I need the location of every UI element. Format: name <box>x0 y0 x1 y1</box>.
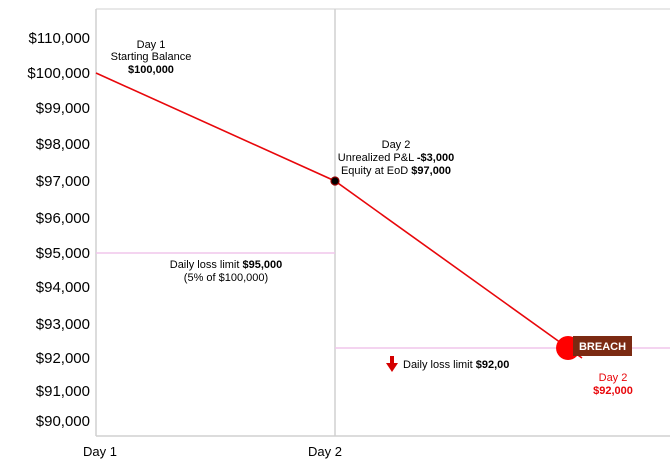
day1-annotation-subtitle: Starting Balance <box>111 51 192 63</box>
y-tick-label: $93,000 <box>36 316 90 333</box>
breach-badge-label: BREACH <box>579 341 626 353</box>
day2-equity-label: Equity at EoD <box>341 165 411 177</box>
day2-equity-value: $97,000 <box>411 165 451 177</box>
day2-annotation-equity: Equity at EoD $97,000 <box>341 165 451 177</box>
day1-annotation: Day 1 Starting Balance $100,000 <box>111 39 192 76</box>
day2-annotation-pl: Unrealized P&L -$3,000 <box>338 152 454 164</box>
y-tick-label: $100,000 <box>27 65 90 82</box>
x-tick-label-day1: Day 1 <box>83 444 117 459</box>
equity-series-line <box>95 72 583 359</box>
day1-annotation-value: $100,000 <box>128 64 174 76</box>
x-tick-label-day2: Day 2 <box>308 444 342 459</box>
y-tick-labels: $110,000 $100,000 $99,000 $98,000 $97,00… <box>27 30 90 430</box>
y-tick-label: $94,000 <box>36 279 90 296</box>
limit1-annotation: Daily loss limit $95,000 (5% of $100,000… <box>170 259 283 284</box>
y-tick-label: $97,000 <box>36 173 90 190</box>
limit2-label-line: Daily loss limit $92,00 <box>403 359 509 371</box>
breach-annotation: Day 2 $92,000 <box>593 372 633 397</box>
limit2-value: $92,00 <box>476 359 510 371</box>
limit1-label-line: Daily loss limit $95,000 <box>170 259 283 271</box>
limit2-annotation: Daily loss limit $92,00 <box>386 356 509 372</box>
limit1-note: (5% of $100,000) <box>184 272 268 284</box>
y-tick-label: $96,000 <box>36 210 90 227</box>
breach-value: $92,000 <box>593 385 633 397</box>
day2-equity-point <box>330 176 340 186</box>
y-tick-label: $95,000 <box>36 245 90 262</box>
limit1-label: Daily loss limit <box>170 259 243 271</box>
day2-annotation-title: Day 2 <box>382 139 411 151</box>
day2-annotation: Day 2 Unrealized P&L -$3,000 Equity at E… <box>338 139 454 177</box>
day2-pl-label: Unrealized P&L <box>338 152 417 164</box>
y-tick-label: $91,000 <box>36 383 90 400</box>
breach-badge: BREACH <box>573 336 632 356</box>
y-tick-label: $110,000 <box>29 30 90 47</box>
limit2-label: Daily loss limit <box>403 359 476 371</box>
y-tick-label: $90,000 <box>36 413 90 430</box>
y-tick-label: $99,000 <box>36 100 90 117</box>
limit1-value: $95,000 <box>242 259 282 271</box>
day2-pl-value: -$3,000 <box>417 152 454 164</box>
day1-annotation-title: Day 1 <box>137 39 166 51</box>
down-arrow-icon <box>386 356 398 372</box>
breach-day: Day 2 <box>599 372 628 384</box>
y-tick-label: $98,000 <box>36 136 90 153</box>
y-tick-label: $92,000 <box>36 350 90 367</box>
